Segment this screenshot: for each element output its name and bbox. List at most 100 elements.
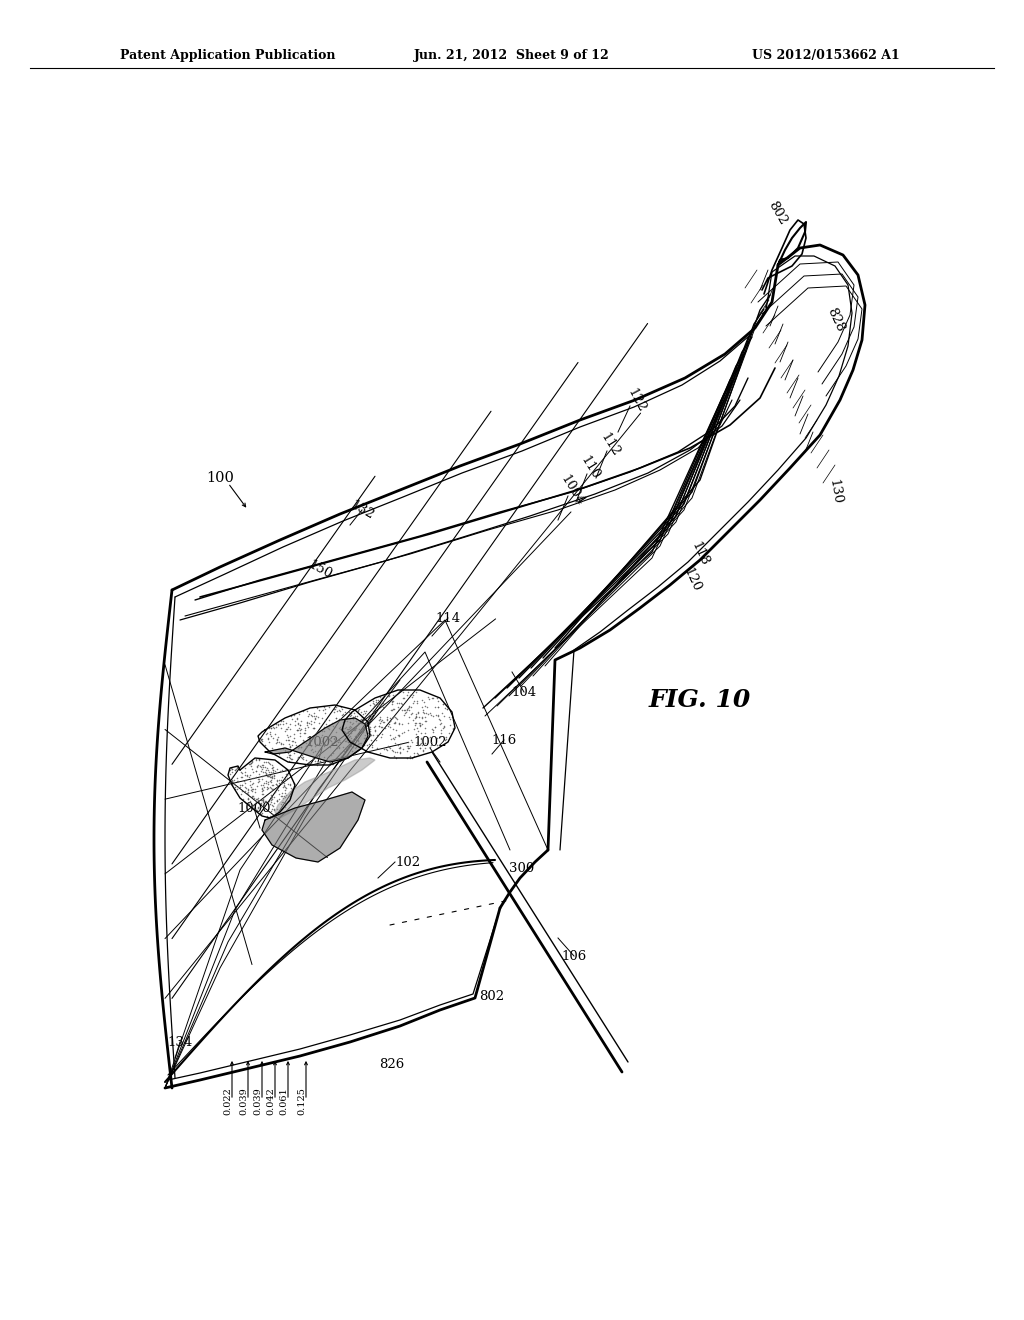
Point <box>368 692 384 713</box>
Text: 110: 110 <box>578 454 602 482</box>
Text: 0.061: 0.061 <box>280 1088 289 1115</box>
Point <box>248 750 264 771</box>
Point <box>258 791 274 812</box>
Point <box>278 721 294 742</box>
Point <box>361 718 378 739</box>
Point <box>402 744 419 766</box>
Point <box>417 711 433 733</box>
Point <box>244 780 260 801</box>
Point <box>302 710 318 731</box>
Point <box>396 721 413 742</box>
Point <box>228 779 245 800</box>
Point <box>355 734 372 755</box>
Point <box>273 767 290 788</box>
Text: 0.039: 0.039 <box>240 1088 249 1115</box>
Point <box>391 743 408 764</box>
Point <box>254 783 270 804</box>
Point <box>334 705 350 726</box>
Point <box>240 788 256 809</box>
Point <box>255 788 271 809</box>
Point <box>266 792 283 813</box>
Point <box>244 787 260 808</box>
Point <box>306 705 323 726</box>
Point <box>282 785 298 807</box>
Point <box>269 730 286 751</box>
Point <box>354 710 371 731</box>
Point <box>430 705 446 726</box>
Point <box>338 737 354 758</box>
Point <box>410 727 426 748</box>
Point <box>336 709 352 730</box>
Point <box>245 785 261 807</box>
Point <box>230 777 247 799</box>
Point <box>357 714 374 735</box>
Point <box>254 762 270 783</box>
Point <box>343 731 359 752</box>
Text: 132: 132 <box>348 498 376 521</box>
Point <box>339 729 355 750</box>
Point <box>407 746 423 767</box>
Point <box>238 777 254 799</box>
Point <box>276 787 293 808</box>
Point <box>290 719 306 741</box>
Point <box>266 799 283 820</box>
Point <box>221 763 238 784</box>
Point <box>411 706 427 727</box>
Point <box>403 686 420 708</box>
Point <box>391 738 408 759</box>
Text: Patent Application Publication: Patent Application Publication <box>120 49 336 62</box>
Point <box>360 733 377 754</box>
Point <box>398 747 415 768</box>
Point <box>328 708 344 729</box>
Point <box>416 702 432 723</box>
Point <box>424 688 440 709</box>
Point <box>398 700 415 721</box>
Point <box>295 701 311 722</box>
Point <box>408 706 424 727</box>
Point <box>305 718 322 739</box>
Point <box>409 681 425 702</box>
Point <box>403 702 420 723</box>
Point <box>264 754 281 775</box>
Point <box>309 741 326 762</box>
Point <box>401 696 418 717</box>
Point <box>396 705 413 726</box>
Point <box>328 696 344 717</box>
Point <box>361 723 378 744</box>
Point <box>273 711 290 733</box>
Text: 130: 130 <box>826 478 844 506</box>
Point <box>262 776 279 797</box>
Point <box>408 704 424 725</box>
Point <box>297 719 313 741</box>
Point <box>400 681 417 702</box>
Point <box>272 717 289 738</box>
Point <box>222 759 239 780</box>
Point <box>353 706 370 727</box>
Point <box>348 730 365 751</box>
Point <box>284 748 300 770</box>
Point <box>408 711 424 733</box>
Point <box>310 700 327 721</box>
Point <box>391 698 408 719</box>
Point <box>264 799 281 820</box>
Point <box>332 747 348 768</box>
Point <box>233 783 250 804</box>
Point <box>280 730 296 751</box>
Point <box>374 710 390 731</box>
Point <box>384 692 400 713</box>
Point <box>321 754 337 775</box>
Point <box>328 708 344 729</box>
Point <box>361 694 378 715</box>
Point <box>250 797 266 818</box>
Point <box>412 713 428 734</box>
Point <box>252 729 268 750</box>
Point <box>327 717 343 738</box>
Point <box>276 775 293 796</box>
Point <box>326 702 342 723</box>
Point <box>279 718 295 739</box>
Point <box>253 793 269 814</box>
Point <box>336 723 352 744</box>
Point <box>237 780 253 801</box>
Point <box>278 764 294 785</box>
Point <box>291 704 307 725</box>
